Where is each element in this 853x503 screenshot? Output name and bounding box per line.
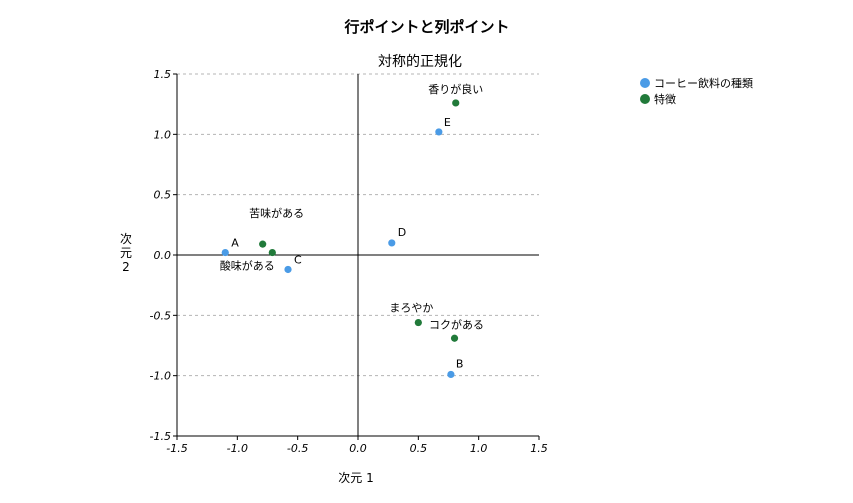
plot-area: -1.5 -1.0 -0.5 0.0 0.5 1.0 1.5 1.5 1.0 0.5 0.0 -0.5…	[150, 68, 548, 455]
scatter-point	[221, 248, 229, 257]
scatter-point	[414, 318, 422, 327]
y-tick-label: 1.5	[154, 68, 172, 81]
point-label: 酸味がある	[220, 259, 275, 273]
point-label: A	[231, 237, 239, 250]
point-label: D	[398, 226, 406, 239]
scatter-point	[388, 239, 396, 247]
legend-entry: コーヒー飲料の種類	[654, 76, 753, 90]
scatter-point	[268, 248, 276, 257]
x-tick-label: -0.5	[287, 442, 308, 455]
point-label: E	[444, 116, 451, 129]
x-tick-label: -1.5	[166, 442, 187, 455]
point-label: 苦味がある	[249, 206, 304, 220]
x-tick-label: 1.0	[470, 442, 488, 455]
point-label: まろやか	[389, 302, 433, 315]
point-label: 香りが良い	[428, 82, 483, 96]
chart-title: 行ポイントと列ポイント	[343, 18, 509, 36]
y-tick-label: 0.0	[154, 249, 172, 262]
scatter-point	[435, 128, 443, 136]
point-label: コクがある	[429, 317, 484, 331]
y-tick-label: 0.5	[154, 189, 172, 202]
scatter-point	[259, 240, 267, 248]
x-tick-label: 1.5	[530, 442, 548, 455]
legend-marker	[640, 94, 650, 104]
y-tick-label: -1.5	[150, 430, 171, 443]
scatter-point	[452, 99, 460, 107]
y-axis-label-line3: 2	[122, 260, 130, 274]
point-label: B	[456, 357, 464, 370]
x-axis-label: 次元 1	[338, 471, 373, 485]
y-axis-label-line1: 次	[120, 232, 132, 246]
x-tick-label: 0.0	[349, 442, 367, 455]
scatter-point	[284, 265, 292, 274]
y-tick-label: -1.0	[150, 370, 171, 383]
y-tick-label: -0.5	[150, 309, 171, 322]
scatter-point	[450, 334, 459, 342]
legend-marker	[640, 78, 650, 88]
point-label: C	[294, 253, 302, 266]
y-tick-label: 1.0	[154, 128, 172, 141]
chart-subtitle: 対称的正規化	[378, 54, 462, 70]
scatter-point	[447, 370, 455, 379]
y-axis-label-line2: 元	[120, 246, 132, 260]
x-tick-label: 0.5	[410, 442, 428, 455]
x-tick-label: -1.0	[227, 442, 248, 455]
legend-entry: 特徴	[654, 92, 676, 106]
